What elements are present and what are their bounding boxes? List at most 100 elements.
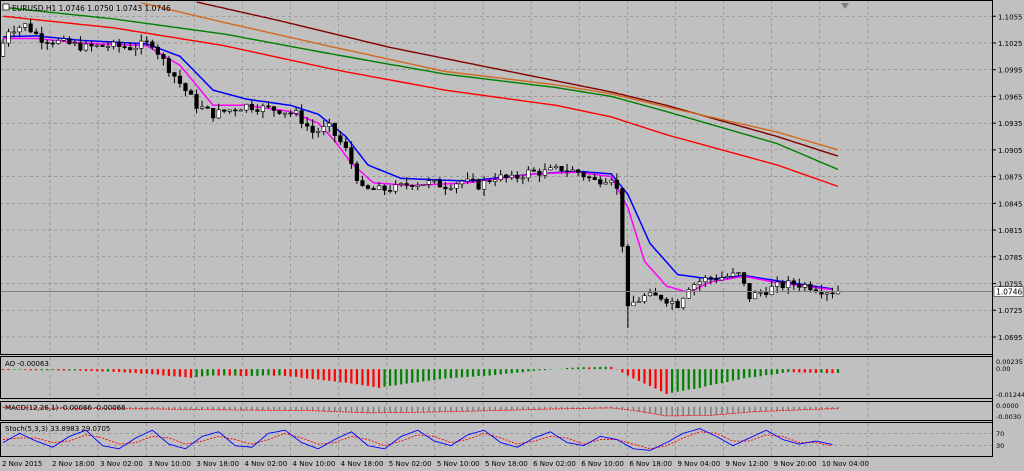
candle-body bbox=[786, 280, 791, 289]
time-tick-label: 4 Nov 02:00 bbox=[244, 460, 287, 468]
candle-body bbox=[89, 43, 94, 47]
price-tick-label: 1.1055 bbox=[998, 13, 1023, 21]
candle-body bbox=[775, 281, 780, 287]
candle-body bbox=[824, 292, 830, 295]
candle-body bbox=[11, 31, 17, 34]
candle-body bbox=[476, 179, 481, 190]
candle-body bbox=[78, 42, 83, 51]
ao-histogram bbox=[1, 366, 840, 394]
candle-body bbox=[299, 110, 304, 124]
candle-body bbox=[421, 184, 426, 186]
candle-body bbox=[343, 141, 348, 148]
candle-body bbox=[564, 170, 570, 173]
candle-body bbox=[636, 301, 642, 303]
candle-body bbox=[730, 272, 736, 277]
time-tick-label: 9 Nov 20:00 bbox=[774, 460, 817, 468]
candle-body bbox=[692, 284, 697, 290]
candle-body bbox=[83, 43, 89, 51]
candle-body bbox=[658, 294, 664, 300]
current-price-box bbox=[993, 286, 1024, 297]
candle-body bbox=[23, 23, 28, 28]
price-tick-label: 1.1025 bbox=[998, 40, 1023, 48]
candle-body bbox=[459, 180, 465, 185]
price-tick-label: 1.0965 bbox=[998, 93, 1023, 101]
time-tick-label: 10 Nov 04:00 bbox=[822, 460, 869, 468]
ma-red-line bbox=[2, 15, 839, 188]
candle-body bbox=[708, 277, 713, 280]
candle-body bbox=[288, 112, 293, 115]
ao-tick-label: 0.00235 bbox=[996, 358, 1023, 366]
candle-body bbox=[376, 185, 382, 191]
candle-body bbox=[365, 185, 371, 189]
time-tick-label: 2 Nov 18:00 bbox=[52, 460, 95, 468]
time-tick-label: 3 Nov 10:00 bbox=[148, 460, 191, 468]
ao-label: AO -0.00063 bbox=[5, 360, 49, 368]
candle-body bbox=[393, 184, 398, 192]
candle-body bbox=[72, 42, 77, 45]
stoch-tick-label: 70 bbox=[996, 430, 1004, 438]
candle-body bbox=[244, 103, 249, 111]
candle-body bbox=[255, 109, 260, 112]
candle-body bbox=[620, 188, 625, 247]
price-tick-label: 1.0695 bbox=[998, 334, 1023, 342]
candle-body bbox=[603, 182, 608, 185]
stoch-label: Stoch(5,3,3) 33.8983 29.0705 bbox=[5, 425, 110, 433]
candle-body bbox=[249, 103, 254, 111]
candle-body bbox=[266, 105, 271, 108]
time-axis: 2 Nov 2015 2 Nov 18:00 3 Nov 02:00 3 Nov 10… bbox=[2, 460, 869, 468]
candle-body bbox=[719, 277, 724, 281]
candle-body bbox=[155, 46, 160, 55]
macd-tick-label: -0.01244 bbox=[996, 391, 1024, 399]
macd-label: MACD(12,26,1) -0.00066 -0.00066 bbox=[5, 404, 126, 412]
candle-body bbox=[498, 174, 503, 180]
candle-body bbox=[515, 174, 520, 179]
candle-body bbox=[614, 179, 619, 189]
candle-body bbox=[404, 183, 409, 186]
candle-body bbox=[216, 109, 221, 119]
candle-body bbox=[647, 292, 653, 297]
time-tick-label: 5 Nov 18:00 bbox=[485, 460, 528, 468]
ma-orange-line bbox=[141, 2, 839, 151]
time-tick-label: 9 Nov 12:00 bbox=[726, 460, 769, 468]
ma-maroon-line bbox=[196, 1, 839, 157]
candle-body bbox=[686, 289, 691, 299]
candle-body bbox=[493, 179, 498, 182]
candle-body bbox=[752, 292, 758, 300]
candle-body bbox=[432, 179, 437, 182]
candle-body bbox=[117, 41, 122, 47]
candle-body bbox=[808, 284, 813, 291]
time-tick-label: 3 Nov 18:00 bbox=[196, 460, 239, 468]
candle-body bbox=[664, 298, 669, 304]
candle-body bbox=[211, 108, 216, 119]
candle-body bbox=[128, 47, 133, 51]
price-tick-label: 1.0785 bbox=[998, 254, 1023, 262]
candle-body bbox=[791, 280, 796, 285]
candle-body bbox=[570, 169, 575, 172]
macd-histogram bbox=[2, 406, 839, 417]
candle-body bbox=[631, 301, 636, 307]
candle-body bbox=[399, 183, 404, 185]
candle-body bbox=[653, 292, 658, 296]
time-tick-label: 3 Nov 02:00 bbox=[100, 460, 143, 468]
candle-body bbox=[697, 281, 702, 285]
candle-body bbox=[222, 109, 227, 112]
symbol-menu-icon[interactable] bbox=[2, 3, 10, 11]
candle-body bbox=[172, 72, 177, 77]
chart-shift-marker-icon[interactable] bbox=[841, 3, 849, 9]
candle-body bbox=[509, 174, 514, 178]
candle-body bbox=[105, 46, 111, 48]
candle-body bbox=[282, 112, 288, 115]
candle-body bbox=[321, 126, 326, 132]
candle-body bbox=[625, 246, 630, 307]
candle-body bbox=[537, 170, 542, 176]
candle-body bbox=[675, 301, 680, 308]
candle-body bbox=[780, 281, 785, 289]
stoch-signal-line bbox=[2, 431, 833, 450]
candle-body bbox=[592, 177, 597, 180]
candle-body bbox=[520, 177, 525, 180]
candle-body bbox=[470, 178, 476, 181]
candle-body bbox=[354, 163, 360, 181]
candle-body bbox=[531, 169, 536, 172]
